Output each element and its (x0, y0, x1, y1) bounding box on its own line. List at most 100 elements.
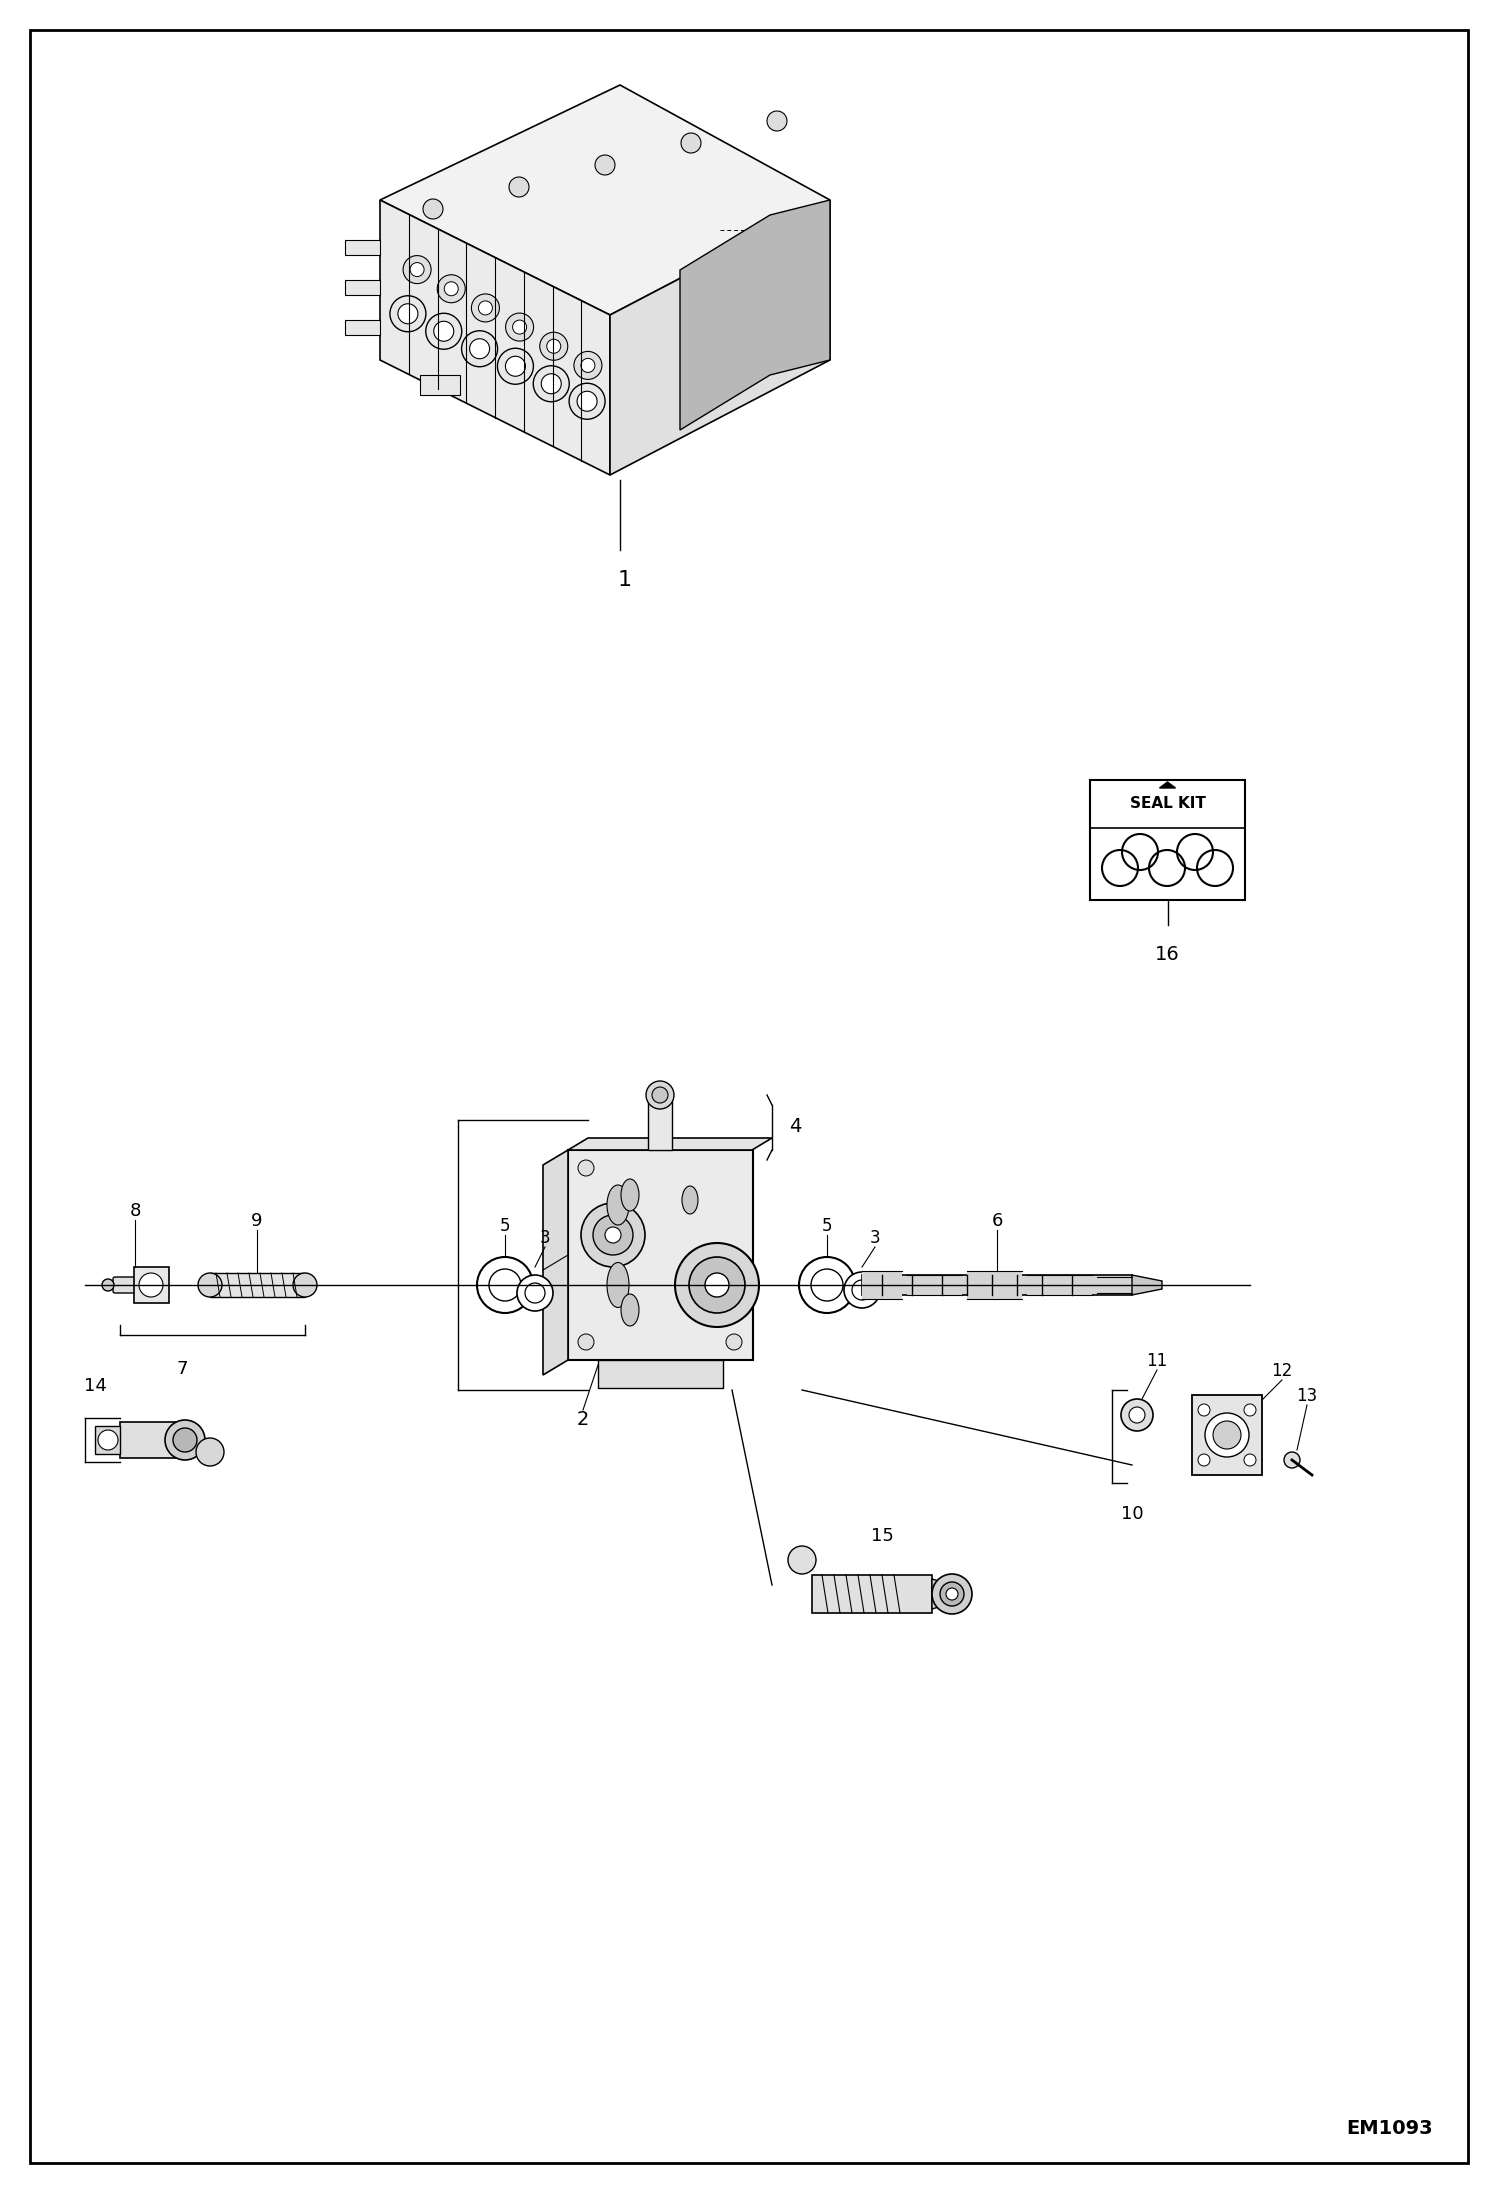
Circle shape (512, 320, 527, 333)
Polygon shape (380, 200, 610, 476)
Circle shape (102, 1279, 114, 1292)
Polygon shape (932, 1579, 953, 1610)
Circle shape (398, 305, 418, 325)
Text: 3: 3 (539, 1228, 550, 1248)
Text: 10: 10 (1121, 1504, 1143, 1522)
Bar (649, 1094, 673, 1149)
Polygon shape (680, 200, 830, 430)
Circle shape (595, 156, 616, 175)
Circle shape (1284, 1452, 1300, 1467)
Polygon shape (1132, 1274, 1162, 1296)
Bar (568, 1149, 753, 1360)
Circle shape (1243, 1454, 1255, 1465)
Bar (133, 1268, 169, 1303)
Text: EM1093: EM1093 (1347, 2118, 1434, 2138)
Circle shape (469, 338, 490, 360)
Text: 5: 5 (822, 1217, 833, 1235)
Circle shape (506, 314, 533, 342)
Circle shape (569, 384, 605, 419)
Text: 12: 12 (1272, 1362, 1293, 1379)
Circle shape (574, 351, 602, 379)
Circle shape (947, 1588, 959, 1601)
Circle shape (605, 1228, 622, 1243)
Circle shape (593, 1215, 634, 1254)
Circle shape (505, 355, 526, 377)
Bar (120, 1421, 184, 1458)
Circle shape (389, 296, 425, 331)
Ellipse shape (607, 1184, 629, 1226)
Circle shape (478, 300, 493, 316)
Bar (1097, 1276, 1132, 1294)
Text: 13: 13 (1296, 1386, 1318, 1406)
Circle shape (941, 1581, 965, 1605)
Text: SEAL KIT: SEAL KIT (1129, 796, 1206, 811)
Circle shape (1121, 1399, 1153, 1432)
Text: 15: 15 (870, 1526, 893, 1546)
Text: 14: 14 (84, 1377, 106, 1395)
Bar (968, 1272, 1022, 1298)
Polygon shape (1192, 1395, 1261, 1476)
Polygon shape (380, 86, 830, 316)
Circle shape (139, 1272, 163, 1296)
Circle shape (706, 1272, 730, 1296)
Text: 7: 7 (177, 1360, 187, 1377)
FancyBboxPatch shape (112, 1276, 139, 1294)
Circle shape (1198, 1404, 1210, 1417)
Circle shape (1129, 1408, 1144, 1423)
Circle shape (578, 1333, 595, 1351)
Circle shape (524, 1283, 545, 1303)
Text: 9: 9 (252, 1213, 262, 1230)
Bar (1091, 781, 1245, 899)
Text: 1: 1 (619, 570, 632, 590)
Ellipse shape (607, 1263, 629, 1307)
Bar (345, 320, 380, 336)
Circle shape (843, 1272, 879, 1307)
Bar (94, 1425, 120, 1454)
Circle shape (810, 1270, 843, 1300)
Ellipse shape (622, 1294, 640, 1327)
Circle shape (727, 1333, 742, 1351)
Circle shape (461, 331, 497, 366)
Circle shape (541, 373, 562, 395)
Bar (598, 1360, 724, 1388)
Circle shape (97, 1430, 118, 1450)
Circle shape (476, 1257, 533, 1314)
Circle shape (646, 1081, 674, 1110)
Bar (345, 281, 380, 296)
Circle shape (1198, 1454, 1210, 1465)
Circle shape (547, 340, 560, 353)
Circle shape (533, 366, 569, 401)
Circle shape (509, 178, 529, 197)
Ellipse shape (622, 1180, 640, 1211)
Circle shape (497, 349, 533, 384)
Bar (345, 239, 380, 254)
Bar (812, 1575, 932, 1614)
Circle shape (445, 281, 458, 296)
Bar (906, 1274, 962, 1296)
Circle shape (1243, 1404, 1255, 1417)
Circle shape (1204, 1412, 1249, 1456)
Circle shape (198, 1272, 222, 1296)
Text: 16: 16 (1155, 945, 1180, 965)
Text: 6: 6 (992, 1213, 1002, 1230)
Circle shape (581, 1204, 646, 1268)
Circle shape (165, 1421, 205, 1461)
Circle shape (682, 134, 701, 154)
Bar (861, 1274, 1132, 1296)
Text: 8: 8 (129, 1202, 141, 1219)
Circle shape (539, 333, 568, 360)
Circle shape (488, 1270, 521, 1300)
Circle shape (788, 1546, 816, 1575)
Circle shape (689, 1257, 745, 1314)
Circle shape (852, 1281, 872, 1300)
Circle shape (652, 1088, 668, 1103)
Text: 5: 5 (500, 1217, 511, 1235)
Text: 11: 11 (1146, 1353, 1167, 1371)
Text: 3: 3 (870, 1228, 881, 1248)
Circle shape (578, 1160, 595, 1175)
Circle shape (798, 1257, 855, 1314)
Circle shape (172, 1428, 198, 1452)
Circle shape (425, 314, 461, 349)
Polygon shape (568, 1138, 771, 1149)
Polygon shape (542, 1149, 568, 1375)
